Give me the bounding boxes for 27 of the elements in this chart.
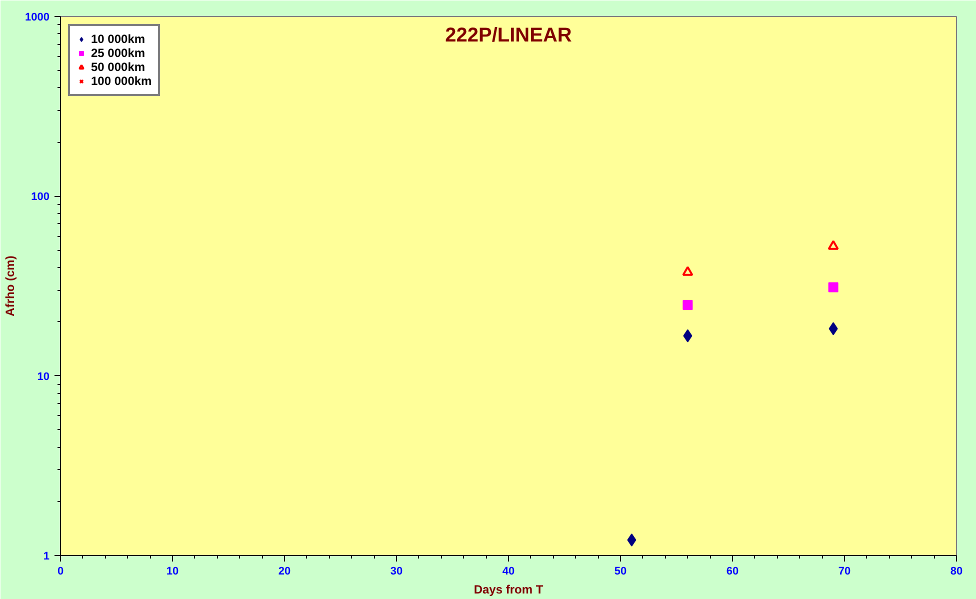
point [828, 282, 838, 292]
point [682, 266, 694, 276]
chart-title: 222P/LINEAR [445, 24, 572, 46]
legend-label: 100 000km [91, 74, 152, 88]
point [828, 322, 838, 336]
legend-label: 10 000km [91, 32, 146, 46]
x-tick-label: 60 [726, 566, 739, 578]
x-tick-label: 80 [950, 566, 963, 578]
y-axis-title: Afrho (cm) [3, 256, 18, 316]
y-tick-label: 1000 [25, 12, 50, 24]
x-tick-label: 40 [502, 566, 515, 578]
x-tick-label: 70 [838, 566, 851, 578]
x-tick-label: 20 [278, 566, 291, 578]
x-axis-title: Days from T [474, 582, 544, 596]
x-tick-label: 30 [390, 566, 403, 578]
x-tick-label: 50 [614, 566, 627, 578]
y-tick-label: 1 [43, 550, 50, 562]
legend-label: 50 000km [91, 60, 146, 74]
legend-label: 25 000km [91, 46, 146, 60]
y-tick-label: 100 [31, 191, 50, 204]
x-tick-label: 10 [166, 566, 179, 578]
point [828, 240, 839, 250]
x-tick-label: 0 [57, 566, 64, 578]
point [627, 533, 636, 546]
point [682, 300, 693, 310]
point [683, 329, 692, 342]
y-tick-label: 10 [37, 370, 50, 383]
